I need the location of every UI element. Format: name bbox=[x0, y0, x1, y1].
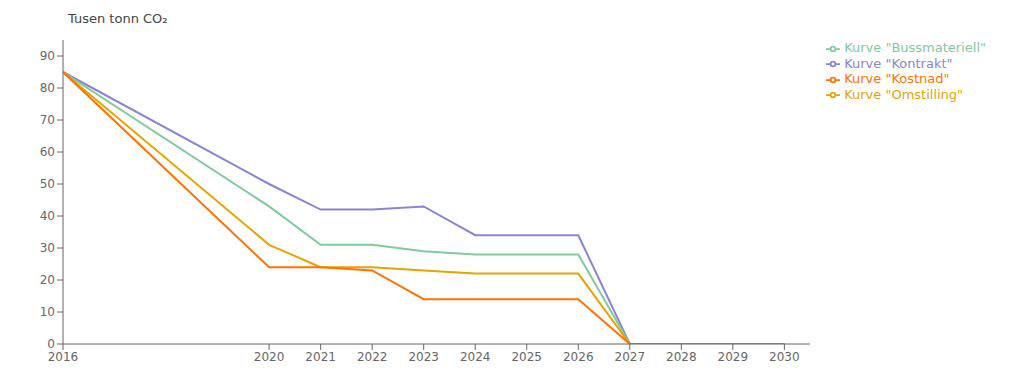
svg-text:0: 0 bbox=[47, 337, 55, 351]
svg-text:80: 80 bbox=[40, 81, 55, 95]
svg-text:2016: 2016 bbox=[48, 350, 79, 364]
html-text:Kurve "Bussmateriell": Kurve "Bussmateriell" bbox=[844, 40, 986, 55]
svg-text:2021: 2021 bbox=[305, 350, 336, 364]
html-text:Kurve "Kontrakt": Kurve "Kontrakt" bbox=[844, 55, 953, 71]
svg-text:2028: 2028 bbox=[666, 350, 697, 364]
svg-text:2030: 2030 bbox=[769, 350, 800, 364]
svg-text:20: 20 bbox=[40, 273, 55, 287]
svg-text:10: 10 bbox=[40, 305, 55, 319]
html-text:Kurve "Kostnad": Kurve "Kostnad" bbox=[844, 71, 950, 86]
svg-text:60: 60 bbox=[40, 145, 55, 159]
svg-text:2024: 2024 bbox=[460, 350, 491, 364]
svg-text:2022: 2022 bbox=[357, 350, 388, 364]
svg-text:90: 90 bbox=[40, 49, 55, 63]
svg-text:2023: 2023 bbox=[408, 350, 439, 364]
svg-text:2029: 2029 bbox=[718, 350, 749, 364]
html-text:Kurve "Omstilling": Kurve "Omstilling" bbox=[844, 86, 964, 102]
svg-text:70: 70 bbox=[40, 113, 55, 127]
svg-text:2020: 2020 bbox=[254, 350, 285, 364]
svg-text:50: 50 bbox=[40, 177, 55, 191]
svg-text:2025: 2025 bbox=[511, 350, 542, 364]
svg-text:40: 40 bbox=[40, 209, 55, 223]
html-text:Tusen tonn CO₂: Tusen tonn CO₂ bbox=[68, 11, 168, 26]
svg-text:30: 30 bbox=[40, 241, 55, 255]
svg-text:2027: 2027 bbox=[615, 350, 646, 364]
svg-text:2026: 2026 bbox=[563, 350, 594, 364]
